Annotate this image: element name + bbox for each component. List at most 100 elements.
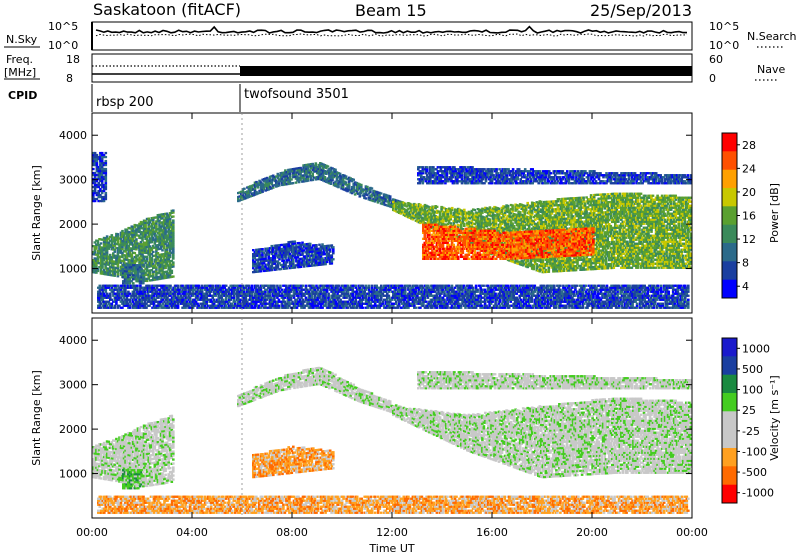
heatmap-cell bbox=[164, 267, 167, 269]
heatmap-cell bbox=[169, 256, 172, 258]
heatmap-cell bbox=[139, 264, 142, 266]
heatmap-cell bbox=[131, 255, 134, 257]
heatmap-cell bbox=[101, 180, 104, 182]
heatmap-cell bbox=[97, 182, 100, 184]
heatmap-cell bbox=[172, 249, 175, 251]
cpid-segment-twofsound: twofsound 3501 bbox=[244, 87, 349, 102]
heatmap-cell bbox=[127, 268, 130, 270]
heatmap-cell bbox=[169, 218, 172, 220]
heatmap-cell bbox=[124, 272, 127, 274]
heatmap-cell bbox=[260, 270, 263, 272]
heatmap-cell bbox=[166, 249, 169, 251]
nsky-tick-top: 10^5 bbox=[48, 20, 78, 33]
heatmap-cell bbox=[97, 186, 100, 188]
heatmap-cell bbox=[105, 178, 108, 180]
heatmap-cell bbox=[117, 241, 120, 243]
heatmap-cell bbox=[94, 251, 97, 253]
heatmap-cell bbox=[171, 270, 174, 272]
heatmap-cell bbox=[151, 257, 154, 259]
heatmap-cell bbox=[144, 226, 147, 228]
heatmap-cell bbox=[117, 265, 120, 267]
heatmap-cell bbox=[172, 265, 175, 267]
heatmap-cell bbox=[130, 280, 133, 282]
heatmap-cell bbox=[172, 261, 175, 263]
heatmap-cell bbox=[137, 272, 140, 274]
heatmap-cell bbox=[94, 152, 97, 154]
heatmap-cell bbox=[172, 211, 175, 213]
heatmap-cell bbox=[105, 174, 108, 176]
heatmap-cell bbox=[149, 271, 152, 273]
heatmap-cell bbox=[172, 221, 175, 223]
heatmap-cell bbox=[151, 259, 154, 261]
heatmap-cell bbox=[172, 209, 175, 211]
heatmap-cell bbox=[172, 219, 175, 221]
heatmap-cell bbox=[105, 162, 108, 164]
heatmap-cell bbox=[146, 258, 149, 260]
heatmap-cell bbox=[172, 225, 175, 227]
heatmap-cell bbox=[127, 276, 130, 278]
heatmap-cell bbox=[172, 227, 175, 229]
heatmap-cell bbox=[132, 278, 135, 280]
heatmap-cell bbox=[117, 235, 120, 237]
heatmap-cell bbox=[103, 190, 106, 192]
heatmap-cell bbox=[137, 276, 140, 278]
heatmap-cell bbox=[105, 176, 108, 178]
heatmap-cell bbox=[97, 260, 100, 262]
heatmap-cell bbox=[129, 282, 132, 284]
heatmap-cell bbox=[129, 264, 132, 266]
heatmap-cell bbox=[103, 200, 106, 202]
heatmap-cell bbox=[172, 257, 175, 259]
heatmap-cell bbox=[109, 254, 112, 256]
heatmap-cell bbox=[132, 274, 135, 276]
heatmap-cell bbox=[152, 273, 155, 275]
heatmap-cell bbox=[142, 280, 145, 282]
heatmap-cell bbox=[142, 282, 145, 284]
heatmap-cell bbox=[135, 240, 138, 242]
heatmap-cell bbox=[97, 270, 100, 272]
heatmap-cell bbox=[94, 176, 97, 178]
heatmap-cell bbox=[105, 184, 108, 186]
heatmap-cell bbox=[172, 235, 175, 237]
heatmap-cell bbox=[114, 251, 117, 253]
heatmap-cell bbox=[172, 231, 175, 233]
heatmap-cell bbox=[172, 233, 175, 235]
heatmap-cell bbox=[134, 276, 137, 278]
nsky-panel: N.Sky 10^5 10^0 10^5 10^0 N.Search bbox=[4, 20, 797, 52]
nave-tick-top: 60 bbox=[709, 53, 723, 66]
cpid-panel: CPID rbsp 200 twofsound 3501 bbox=[8, 84, 349, 112]
heatmap-cell bbox=[120, 272, 123, 274]
heatmap-cell bbox=[99, 194, 102, 196]
heatmap-cell bbox=[142, 274, 145, 276]
cpid-label: CPID bbox=[8, 89, 37, 102]
heatmap-cell bbox=[152, 219, 155, 221]
heatmap-cell bbox=[105, 168, 108, 170]
heatmap-cell bbox=[105, 152, 108, 154]
heatmap-cell bbox=[117, 267, 120, 269]
heatmap-cell bbox=[142, 278, 145, 280]
heatmap-cell bbox=[105, 160, 108, 162]
heatmap-cell bbox=[172, 251, 175, 253]
heatmap-cell bbox=[172, 239, 175, 241]
nsearch-trace bbox=[96, 34, 687, 36]
heatmap-cell bbox=[121, 248, 124, 250]
heatmap-cell bbox=[130, 276, 133, 278]
nsky-trace bbox=[96, 27, 687, 33]
heatmap-cell bbox=[172, 275, 175, 277]
heatmap-cell bbox=[172, 215, 175, 217]
nsearch-tick-bottom: 10^0 bbox=[709, 39, 739, 52]
heatmap-cell bbox=[105, 164, 108, 166]
heatmap-cell bbox=[95, 266, 98, 268]
heatmap-cell bbox=[101, 158, 104, 160]
heatmap-cell bbox=[163, 245, 166, 247]
heatmap-cell bbox=[105, 170, 108, 172]
heatmap-cell bbox=[111, 234, 114, 236]
heatmap-cell bbox=[105, 186, 108, 188]
heatmap-cell bbox=[101, 182, 104, 184]
heatmap-cell bbox=[172, 245, 175, 247]
heatmap-cell bbox=[129, 278, 132, 280]
freq-tick-bottom: 8 bbox=[66, 72, 73, 85]
heatmap-cell bbox=[96, 162, 99, 164]
nave-tick-bottom: 0 bbox=[709, 72, 716, 85]
heatmap-cell bbox=[96, 198, 99, 200]
nave-label: Nave bbox=[757, 63, 785, 76]
